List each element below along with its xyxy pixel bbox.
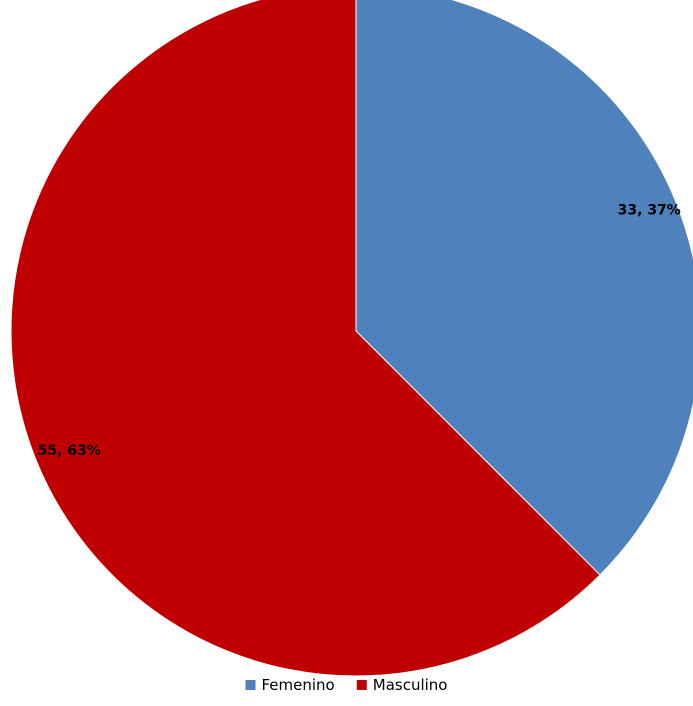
pie-slice-masculino (10, 0, 601, 677)
data-label-masculino: 55, 63% (38, 443, 101, 459)
data-label-femenino: 33, 37% (618, 203, 681, 219)
pie-slices (10, 0, 693, 677)
pie-slice-femenino (355, 0, 693, 576)
legend-label-masculino: Masculino (373, 676, 448, 694)
pie-data-labels: 33, 37% 55, 63% (38, 203, 681, 459)
legend-item-femenino: Femenino (245, 676, 335, 694)
legend-item-masculino: Masculino (356, 676, 448, 694)
legend: Femenino Masculino (245, 676, 448, 694)
legend-swatch-femenino (245, 680, 256, 690)
legend-label-femenino: Femenino (262, 676, 335, 694)
legend-swatch-masculino (356, 680, 367, 690)
